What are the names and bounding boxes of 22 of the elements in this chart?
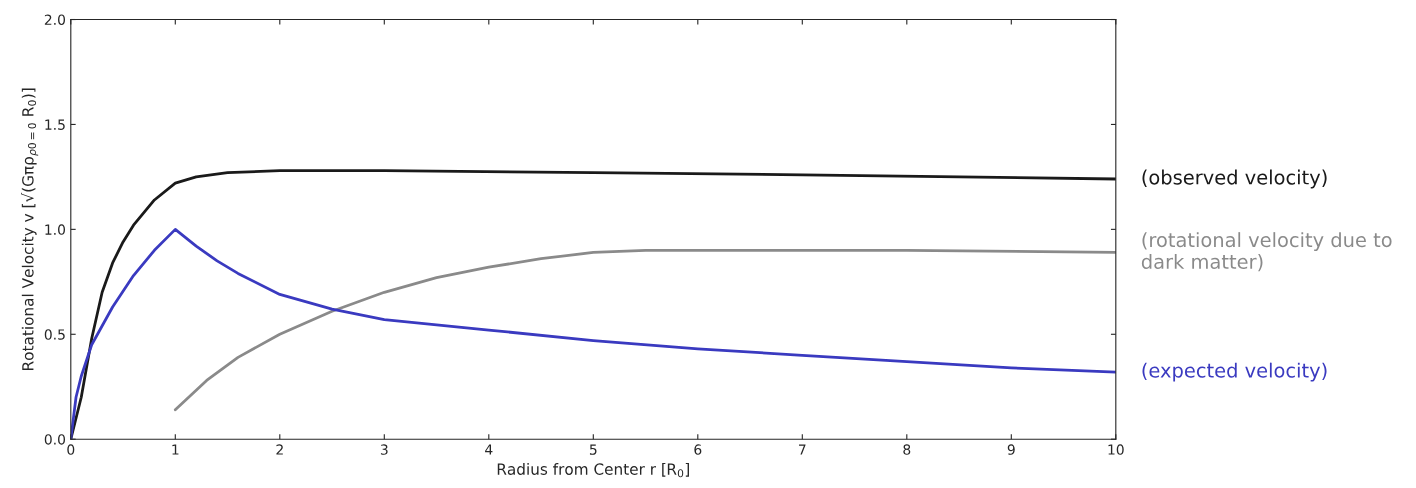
y-tick-label: 1.0 (45, 224, 66, 235)
line-series (173, 248, 1116, 412)
y-axis-title: Rotational Velocity v [√(Gπρ$_{ρ0=0}$ R$_{0}$)] (21, 88, 39, 370)
x-tick-label: 4 (485, 444, 493, 455)
series-label: (observed velocity) (1142, 169, 1327, 189)
x-tick-label: 9 (1007, 444, 1015, 455)
x-tick-label: 1 (172, 444, 179, 455)
x-tick-label: 3 (380, 444, 388, 455)
x-tick-label: 10 (1108, 444, 1124, 455)
y-tick-label: 0.5 (44, 329, 65, 340)
x-tick-label: 2 (276, 444, 283, 455)
series-label: (expected velocity) (1142, 362, 1327, 382)
y-tick-label: 1.5 (45, 119, 65, 130)
x-axis-title: Radius from Center r [R$_{0}$] (497, 463, 689, 478)
x-tick-label: 5 (589, 444, 597, 455)
x-tick-label: 7 (799, 444, 806, 455)
x-tick-label: 0 (67, 444, 75, 455)
y-tick-label: 0.0 (44, 434, 66, 445)
series-label: (rotational velocity due to dark matter) (1141, 232, 1392, 272)
y-tick-label: 2.0 (44, 14, 66, 25)
x-tick-label: 6 (694, 444, 702, 455)
x-tick-label: 8 (903, 444, 911, 455)
